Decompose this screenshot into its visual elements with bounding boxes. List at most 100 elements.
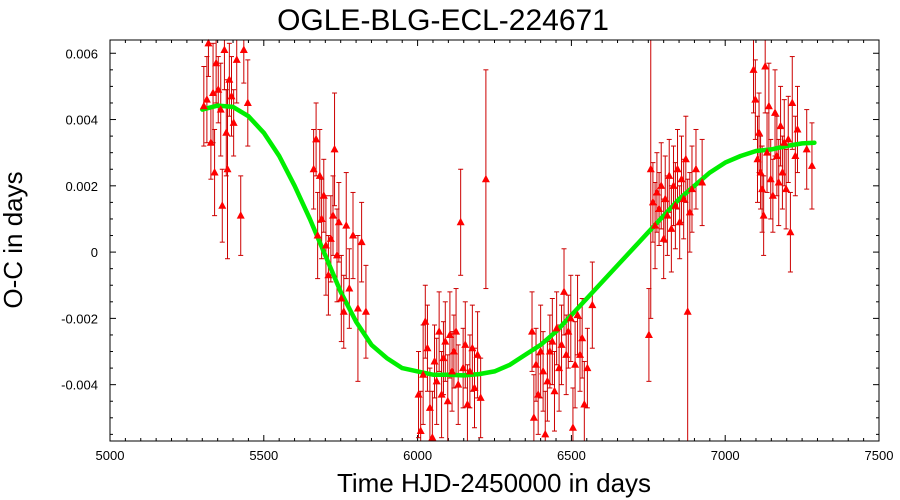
data-point <box>751 95 760 103</box>
data-point <box>776 121 785 130</box>
data-point <box>454 380 463 388</box>
data-point <box>759 211 768 219</box>
data-point <box>210 168 219 176</box>
x-tick-label: 6500 <box>557 448 586 463</box>
data-point <box>588 300 597 309</box>
data-point <box>342 221 351 229</box>
y-axis-label: O-C in days <box>0 171 28 308</box>
data-point <box>317 214 326 222</box>
data-point <box>541 429 550 438</box>
data-point <box>771 108 780 116</box>
y-tick-label: 0.004 <box>65 113 98 128</box>
data-point <box>309 164 318 173</box>
error-bars <box>201 40 815 441</box>
data-point <box>552 323 561 332</box>
data-point <box>432 376 441 385</box>
data-point <box>334 217 343 226</box>
y-tick-label: 0 <box>91 245 98 260</box>
data-point <box>468 343 477 352</box>
data-point <box>659 234 668 242</box>
data-point <box>353 303 362 312</box>
data-point <box>206 138 215 146</box>
data-point <box>349 231 358 239</box>
data-point <box>232 55 241 63</box>
data-point <box>665 171 674 179</box>
data-point <box>793 124 802 133</box>
x-tick-label: 7500 <box>865 448 894 463</box>
data-point <box>768 191 777 199</box>
data-point <box>651 221 660 229</box>
data-point <box>802 144 811 153</box>
data-point <box>312 134 321 143</box>
data-point <box>778 168 787 176</box>
data-point <box>529 413 538 421</box>
x-tick-label: 5000 <box>96 448 125 463</box>
data-point <box>428 433 437 441</box>
data-point <box>416 426 425 435</box>
data-point <box>456 217 465 226</box>
data-point <box>655 204 664 213</box>
data-point <box>761 62 770 70</box>
data-point <box>319 191 328 199</box>
data-point <box>766 174 775 183</box>
data-point <box>329 211 338 219</box>
data-point <box>555 363 564 372</box>
data-point <box>753 154 762 163</box>
data-point <box>445 330 454 338</box>
data-point <box>452 327 461 335</box>
data-point <box>758 184 767 193</box>
data-point <box>661 194 670 203</box>
data-point <box>421 317 430 325</box>
data-point <box>423 343 432 352</box>
data-point <box>583 363 592 372</box>
data-point <box>337 293 346 302</box>
data-point <box>229 118 238 126</box>
data-point <box>562 350 571 358</box>
data-point <box>763 148 772 156</box>
data-point <box>782 184 791 193</box>
data-point <box>463 400 472 408</box>
data-point <box>443 396 452 405</box>
data-point <box>669 181 678 189</box>
data-point <box>243 98 252 106</box>
data-point <box>414 390 423 398</box>
data-point <box>646 164 655 173</box>
data-point <box>333 250 342 259</box>
y-tick-label: 0.006 <box>65 46 98 61</box>
data-point <box>564 327 573 335</box>
data-point <box>236 211 245 219</box>
data-point <box>199 101 208 110</box>
data-point <box>425 403 434 411</box>
data-point <box>361 307 370 315</box>
data-point <box>449 347 458 355</box>
data-point <box>571 360 580 368</box>
data-point <box>675 217 684 226</box>
data-point <box>807 161 816 169</box>
data-point <box>315 171 324 179</box>
data-point <box>578 333 587 342</box>
data-point <box>698 178 707 186</box>
data-point <box>648 197 657 206</box>
data-point <box>566 313 575 322</box>
data-point <box>784 134 793 143</box>
data-point <box>227 91 236 100</box>
data-point <box>652 187 661 196</box>
y-tick-label: -0.002 <box>61 311 98 326</box>
data-point <box>657 181 666 189</box>
data-point <box>534 390 543 398</box>
data-point <box>539 366 548 375</box>
data-point <box>437 390 446 398</box>
data-point <box>667 224 676 232</box>
data-point <box>339 307 348 315</box>
data-point <box>216 105 225 113</box>
data-point <box>550 386 559 395</box>
x-tick-label: 6000 <box>403 448 432 463</box>
data-point <box>568 423 577 431</box>
data-point <box>448 366 457 375</box>
data-point <box>749 65 758 73</box>
data-point <box>791 151 800 159</box>
data-point <box>439 353 448 362</box>
data-point <box>204 38 213 47</box>
fit-curve <box>200 103 817 378</box>
